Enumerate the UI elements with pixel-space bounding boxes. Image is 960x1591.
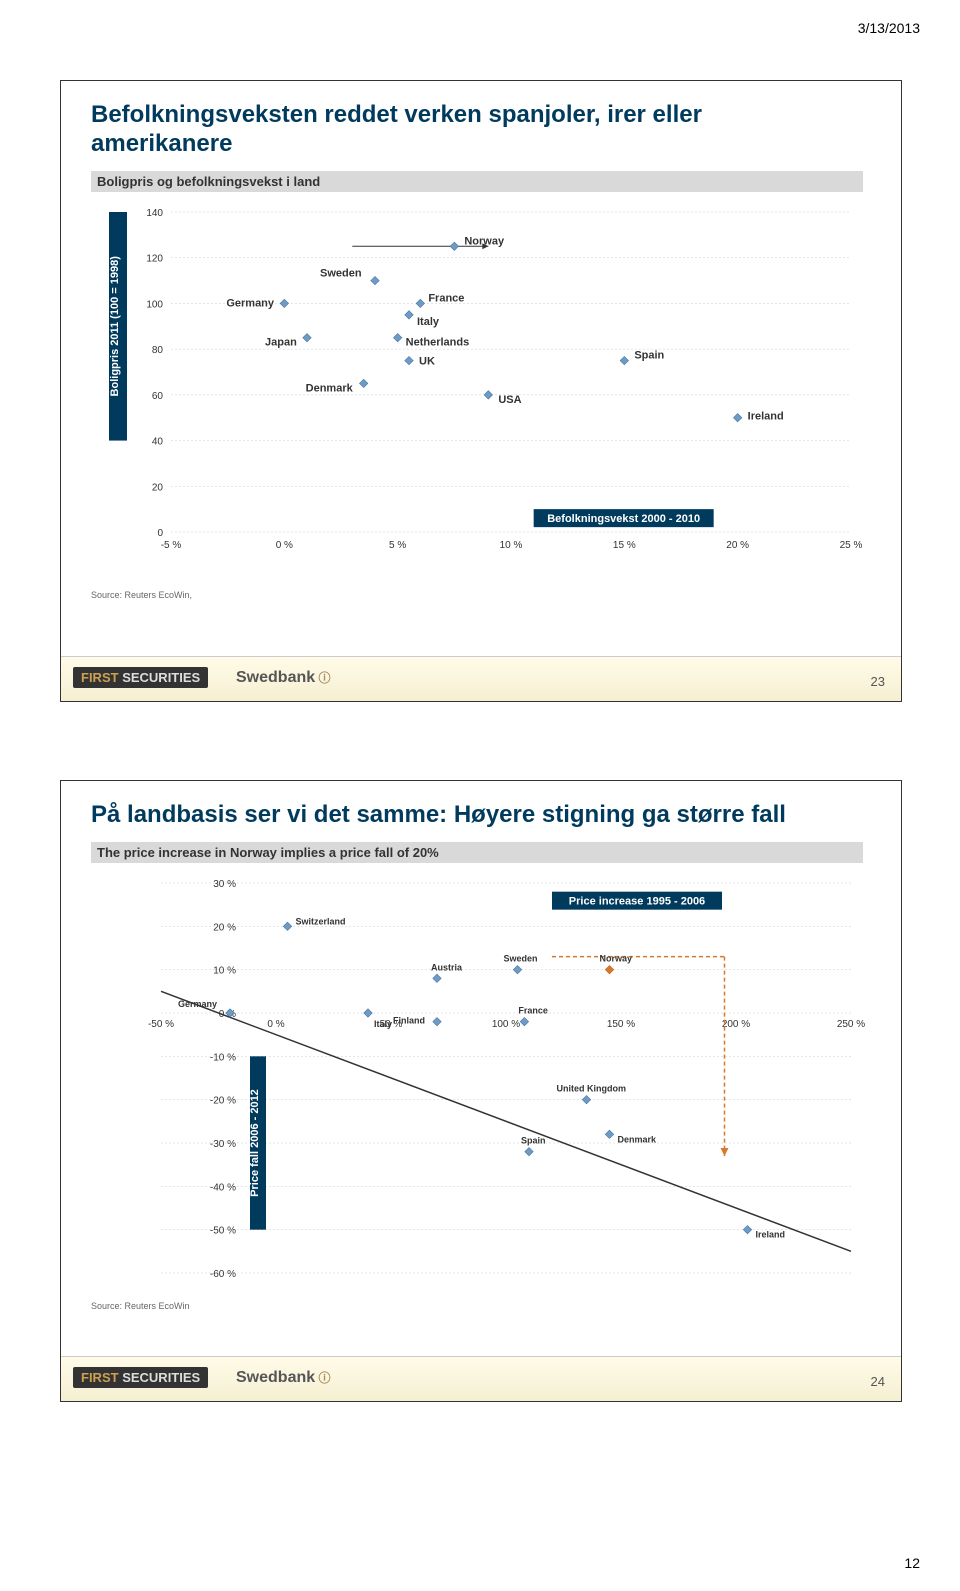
svg-text:Japan: Japan — [265, 336, 297, 348]
svg-text:20 %: 20 % — [213, 922, 236, 933]
svg-text:United Kingdom: United Kingdom — [557, 1083, 627, 1093]
first-securities-logo: FIRST SECURITIES — [73, 667, 208, 688]
svg-text:140: 140 — [146, 208, 163, 219]
svg-text:0: 0 — [157, 528, 163, 539]
svg-text:30 %: 30 % — [213, 879, 236, 890]
slide1-number: 23 — [871, 674, 885, 689]
svg-text:25 %: 25 % — [840, 540, 863, 551]
svg-text:Switzerland: Switzerland — [296, 916, 346, 926]
svg-text:15 %: 15 % — [613, 540, 636, 551]
page-number: 12 — [904, 1555, 920, 1571]
slide-1: Befolkningsveksten reddet verken spanjol… — [60, 80, 902, 702]
svg-text:Austria: Austria — [431, 962, 463, 972]
slide1-title: Befolkningsveksten reddet verken spanjol… — [91, 101, 901, 159]
slide2-source: Source: Reuters EcoWin — [91, 1301, 901, 1311]
svg-text:Germany: Germany — [226, 297, 275, 309]
svg-text:10 %: 10 % — [213, 965, 236, 976]
date-header: 3/13/2013 — [858, 20, 920, 36]
svg-text:Norway: Norway — [600, 953, 633, 963]
svg-text:Denmark: Denmark — [618, 1134, 658, 1144]
svg-text:Italy: Italy — [417, 315, 440, 327]
slide1-title-l2: amerikanere — [91, 130, 232, 157]
slide2-chart: -60 % -50 % -40 % -30 % -20 % -10 % 0 % 10 % 20 … — [91, 873, 871, 1293]
first-securities-logo-2: FIRST SECURITIES — [73, 1367, 208, 1388]
svg-text:Germany: Germany — [178, 999, 217, 1009]
svg-text:Boligpris 2011 (100 = 1998): Boligpris 2011 (100 = 1998) — [109, 255, 121, 396]
svg-text:20 %: 20 % — [726, 540, 749, 551]
svg-text:Befolkningsvekst 2000 - 2010: Befolkningsvekst 2000 - 2010 — [547, 513, 700, 525]
chart1-svg: -5 % 0 % 5 % 10 % 15 % 20 % 25 % 0 20 40 60 80 100 12… — [91, 202, 871, 582]
svg-text:120: 120 — [146, 253, 163, 264]
svg-text:UK: UK — [419, 355, 435, 367]
svg-text:France: France — [428, 292, 464, 304]
slide1-footer: FIRST SECURITIES Swedbank 23 — [61, 656, 901, 701]
svg-text:Spain: Spain — [634, 349, 664, 361]
svg-text:100: 100 — [146, 299, 163, 310]
svg-text:-50 %: -50 % — [148, 1019, 174, 1030]
svg-text:Norway: Norway — [464, 235, 505, 247]
svg-text:150 %: 150 % — [607, 1019, 635, 1030]
svg-text:60: 60 — [152, 390, 164, 401]
svg-text:-30 %: -30 % — [210, 1139, 236, 1150]
slide1-chart: -5 % 0 % 5 % 10 % 15 % 20 % 25 % 0 20 40 60 80 100 12… — [91, 202, 871, 582]
svg-text:Ireland: Ireland — [748, 410, 784, 422]
svg-text:20: 20 — [152, 482, 164, 493]
svg-text:0 %: 0 % — [267, 1019, 284, 1030]
svg-text:USA: USA — [498, 393, 521, 405]
svg-text:80: 80 — [152, 345, 164, 356]
slide-2: På landbasis ser vi det samme: Høyere st… — [60, 780, 902, 1402]
svg-text:Denmark: Denmark — [306, 382, 354, 394]
svg-text:5 %: 5 % — [389, 540, 406, 551]
slide2-title: På landbasis ser vi det samme: Høyere st… — [91, 801, 901, 830]
svg-text:40: 40 — [152, 436, 164, 447]
svg-text:200 %: 200 % — [722, 1019, 750, 1030]
svg-text:-50 %: -50 % — [210, 1225, 236, 1236]
slide1-subtitle: Boligpris og befolkningsvekst i land — [91, 171, 863, 192]
svg-text:Price increase 1995 - 2006: Price increase 1995 - 2006 — [569, 895, 705, 907]
svg-text:-10 %: -10 % — [210, 1052, 236, 1063]
slide1-title-l1: Befolkningsveksten reddet verken spanjol… — [91, 101, 702, 128]
slide2-subtitle: The price increase in Norway implies a p… — [91, 842, 863, 863]
slide1-source: Source: Reuters EcoWin, — [91, 590, 901, 600]
svg-text:Price fall 2006 - 2012: Price fall 2006 - 2012 — [249, 1089, 261, 1197]
chart2-svg: -60 % -50 % -40 % -30 % -20 % -10 % 0 % 10 % 20 … — [91, 873, 871, 1293]
swedbank-logo: Swedbank — [236, 669, 330, 687]
svg-text:Italy: Italy — [374, 1019, 392, 1029]
slide2-footer: FIRST SECURITIES Swedbank 24 — [61, 1356, 901, 1401]
svg-text:-40 %: -40 % — [210, 1182, 236, 1193]
svg-text:-20 %: -20 % — [210, 1095, 236, 1106]
svg-text:Finland: Finland — [393, 1015, 425, 1025]
svg-text:250 %: 250 % — [837, 1019, 865, 1030]
svg-text:100 %: 100 % — [492, 1019, 520, 1030]
svg-text:0 %: 0 % — [276, 540, 293, 551]
slide2-number: 24 — [871, 1374, 885, 1389]
svg-text:10 %: 10 % — [500, 540, 523, 551]
svg-text:Netherlands: Netherlands — [406, 336, 470, 348]
svg-text:France: France — [518, 1005, 548, 1015]
svg-text:Sweden: Sweden — [504, 953, 538, 963]
svg-text:-5 %: -5 % — [161, 540, 182, 551]
svg-text:Ireland: Ireland — [756, 1229, 786, 1239]
svg-text:Spain: Spain — [521, 1135, 546, 1145]
svg-text:Sweden: Sweden — [320, 267, 362, 279]
svg-text:-60 %: -60 % — [210, 1269, 236, 1280]
swedbank-logo-2: Swedbank — [236, 1369, 330, 1387]
